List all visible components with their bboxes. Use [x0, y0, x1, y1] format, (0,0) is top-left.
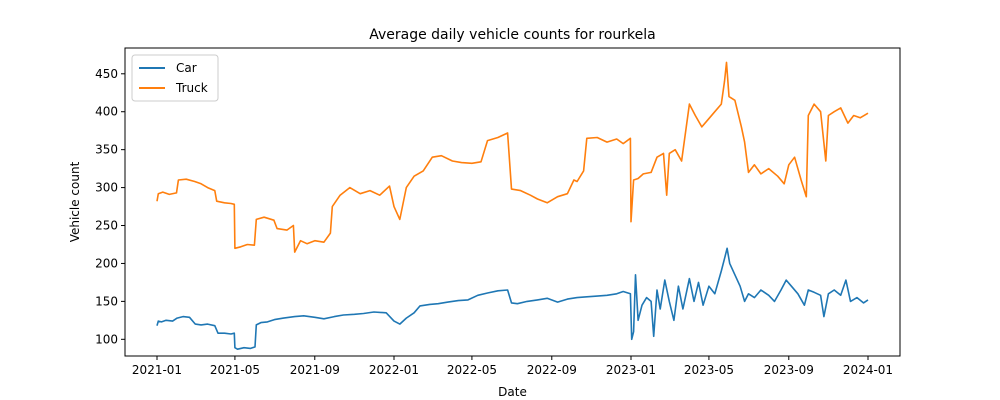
y-tick-label: 350: [95, 143, 118, 157]
x-tick-label: 2021-01: [132, 363, 182, 377]
x-tick-label: 2023-01: [606, 363, 656, 377]
y-tick-label: 250: [95, 219, 118, 233]
y-axis-label: Vehicle count: [68, 161, 82, 242]
x-tick-label: 2024-01: [843, 363, 893, 377]
series-line-truck: [156, 61, 869, 253]
plot-frame: [124, 47, 901, 357]
legend-label-car: Car: [176, 61, 197, 75]
legend-label-truck: Truck: [175, 81, 208, 95]
plot-area: [125, 48, 900, 356]
y-tick-label: 450: [95, 67, 118, 81]
y-tick-label: 100: [95, 332, 118, 346]
legend-box: [131, 54, 219, 102]
series-line-car: [156, 247, 869, 350]
x-tick-label: 2023-09: [764, 363, 814, 377]
x-tick-label: 2022-01: [369, 363, 419, 377]
series-layer: [156, 61, 869, 350]
x-axis-label: Date: [498, 385, 527, 399]
x-axis: 2021-01 2021-05 2021-09 2022-01 2022-05 2022-…: [132, 356, 893, 377]
chart-title: Average daily vehicle counts for rourkel…: [369, 27, 656, 43]
legend: Car Truck: [131, 54, 219, 102]
y-tick-label: 200: [95, 256, 118, 270]
x-tick-label: 2021-05: [210, 363, 260, 377]
x-tick-label: 2022-09: [527, 363, 577, 377]
y-tick-label: 300: [95, 181, 118, 195]
x-tick-label: 2021-09: [290, 363, 340, 377]
y-tick-label: 400: [95, 105, 118, 119]
x-tick-label: 2022-05: [447, 363, 497, 377]
x-tick-label: 2023-05: [684, 363, 734, 377]
y-axis: 100 150 200 250 300 350 400 450: [95, 67, 125, 346]
y-tick-label: 150: [95, 294, 118, 308]
